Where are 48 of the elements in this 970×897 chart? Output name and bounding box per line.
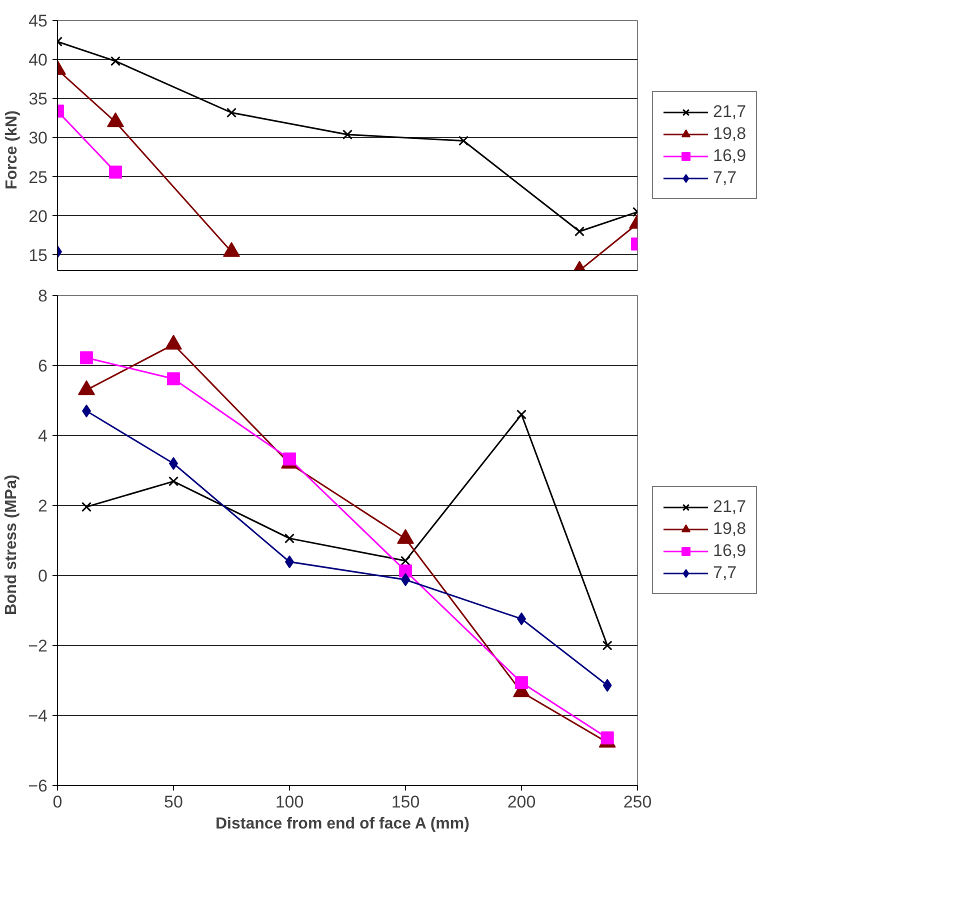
y-tick-label: 20 — [28, 206, 48, 226]
y-tick-label: 8 — [38, 286, 48, 306]
point — [458, 136, 469, 146]
legend-label: 19,8 — [713, 124, 746, 144]
point — [602, 678, 612, 692]
legend-label: 21,7 — [713, 497, 746, 517]
y-tick-label: −4 — [28, 706, 48, 726]
point — [342, 130, 353, 140]
x-tick-label: 200 — [507, 792, 536, 812]
point — [515, 676, 528, 690]
x-tick-label: 100 — [275, 792, 304, 812]
y-tick-label: 4 — [38, 426, 48, 446]
point — [602, 640, 612, 651]
y-tick-label: 2 — [38, 496, 48, 516]
y-tick-label: 30 — [28, 128, 48, 148]
point — [226, 108, 237, 118]
y-tick-label: −2 — [28, 636, 48, 656]
point — [283, 452, 296, 466]
y-tick-label: 35 — [28, 90, 48, 109]
legend-label: 16,9 — [713, 146, 746, 166]
x-tick-label: 50 — [164, 792, 183, 812]
y-axis-title: Bond stress (MPa) — [3, 474, 20, 616]
point — [167, 372, 180, 386]
point — [516, 409, 527, 420]
y-tick-label: −6 — [28, 776, 48, 796]
legend-label: 19,8 — [713, 519, 746, 539]
point — [400, 556, 411, 566]
x-tick-label: 250 — [623, 792, 652, 812]
y-tick-label: 25 — [28, 168, 48, 187]
point — [399, 564, 412, 578]
legend-label: 7,7 — [713, 168, 737, 188]
y-tick-label: 40 — [28, 50, 48, 70]
y-axis-title: Force (kN) — [4, 110, 21, 190]
point — [80, 351, 93, 364]
point — [81, 502, 92, 512]
y-tick-label: 0 — [38, 566, 48, 586]
y-tick-label: 45 — [28, 12, 48, 30]
legend-label: 21,7 — [713, 102, 746, 122]
x-axis-title: Distance from end of face A (mm) — [215, 816, 470, 832]
point — [600, 731, 614, 744]
x-tick-label: 150 — [391, 792, 420, 812]
point — [284, 533, 295, 544]
point — [168, 476, 179, 486]
x-tick-label: 0 — [52, 792, 62, 812]
legend-label: 16,9 — [713, 541, 746, 561]
y-tick-label: 15 — [28, 246, 48, 265]
legend-label: 7,7 — [713, 563, 737, 583]
y-tick-label: 6 — [38, 356, 48, 376]
